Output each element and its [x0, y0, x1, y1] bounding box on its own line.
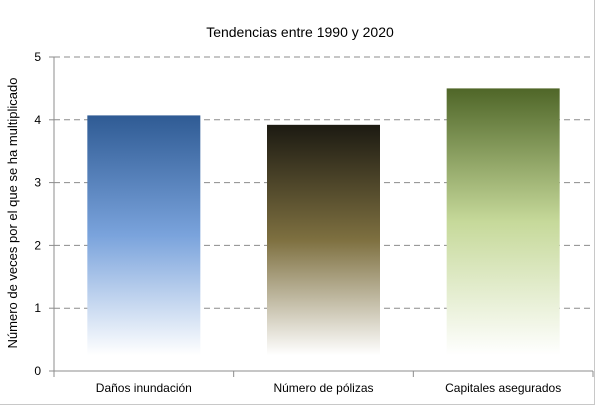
y-tick-labels: 0 1 2 3 4 5: [34, 50, 41, 378]
x-tick-label: Capitales asegurados: [445, 381, 561, 395]
x-tick-label: Número de pólizas: [273, 381, 373, 395]
bar-1: [87, 115, 201, 356]
y-tick-label: 5: [34, 50, 41, 64]
bars: [87, 88, 560, 356]
y-axis-label: Número de veces por el que se ha multipl…: [5, 78, 20, 349]
bar-2: [267, 124, 380, 356]
y-tick-label: 1: [34, 301, 41, 315]
y-tick-label: 0: [34, 364, 41, 378]
chart-title: Tendencias entre 1990 y 2020: [206, 24, 394, 40]
y-tick-label: 4: [34, 113, 41, 127]
x-tick-labels: Daños inundación Número de pólizas Capital…: [96, 381, 561, 395]
y-tick-label: 2: [34, 238, 41, 252]
x-tick-label: Daños inundación: [96, 381, 192, 395]
bar-3: [446, 88, 560, 356]
axes: [49, 56, 594, 377]
y-tick-label: 3: [34, 176, 41, 190]
